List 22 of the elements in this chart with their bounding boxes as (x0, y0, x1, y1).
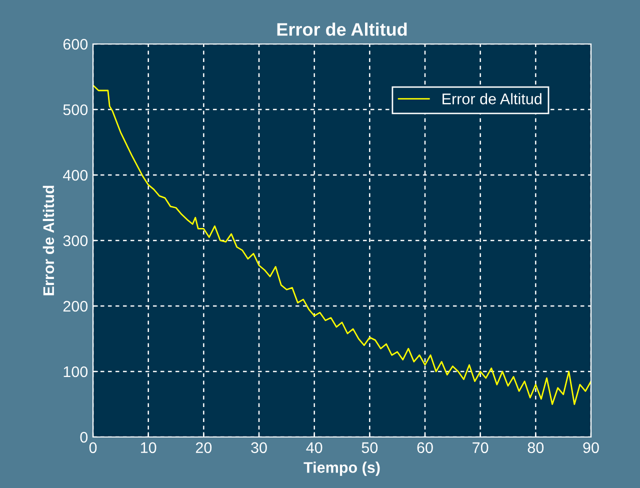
x-tick-label: 20 (196, 442, 212, 454)
line-series (93, 84, 591, 405)
x-tick-label: 70 (472, 442, 488, 454)
y-axis-title: Error de Altitud (42, 186, 54, 296)
x-tick-label: 60 (417, 442, 433, 454)
legend-label: Error de Altitud (442, 93, 542, 104)
y-tick-label: 200 (63, 300, 88, 312)
y-tick-label: 500 (63, 104, 88, 116)
x-tick-label: 80 (528, 442, 544, 454)
x-tick-label: 40 (306, 442, 322, 454)
x-tick-label: 90 (583, 442, 599, 454)
y-tick-label: 100 (64, 366, 88, 378)
y-tick-label: 600 (63, 38, 88, 50)
x-tick-label: 10 (141, 442, 156, 454)
x-tick-label: 0 (89, 442, 97, 454)
x-axis-title: Tiempo (s) (304, 462, 380, 476)
y-tick-label: 400 (63, 170, 88, 181)
x-tick-label: 50 (362, 442, 378, 454)
y-tick-label: 300 (63, 235, 88, 246)
y-tick-label: 0 (80, 432, 88, 443)
chart-title: Error de Altitud (277, 22, 407, 36)
x-tick-label: 30 (251, 442, 267, 454)
